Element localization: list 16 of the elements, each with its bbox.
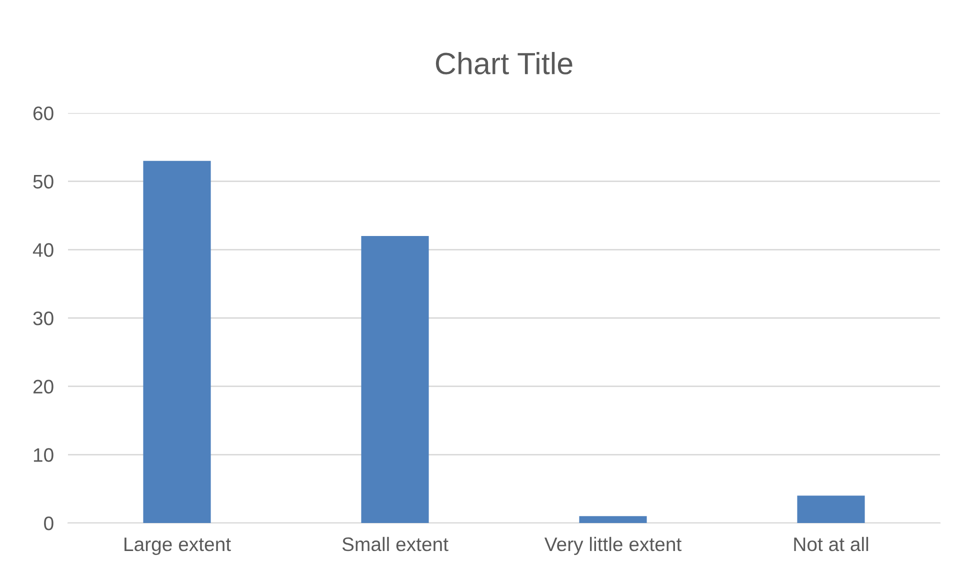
y-tick-label: 0 <box>44 516 54 530</box>
x-tick-label: Not at all <box>794 536 868 552</box>
y-tick-label: 60 <box>33 106 54 120</box>
chart-title: Chart Title <box>436 52 572 74</box>
y-tick-label: 50 <box>33 174 54 189</box>
bar <box>797 496 865 523</box>
x-tick-label: Small extent <box>342 536 448 552</box>
y-tick-label: 20 <box>33 380 54 394</box>
bar <box>361 236 429 523</box>
bar <box>143 160 211 523</box>
x-tick-label: Large extent <box>124 538 231 556</box>
y-tick-label: 40 <box>32 243 54 257</box>
x-tick-label: Very little extent <box>544 536 682 556</box>
bar <box>579 516 647 523</box>
y-tick-label: 30 <box>33 311 54 326</box>
y-tick-label: 10 <box>34 448 54 462</box>
